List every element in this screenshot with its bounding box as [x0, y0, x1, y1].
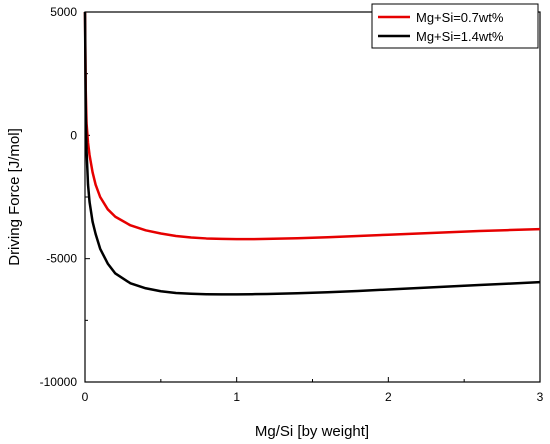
series-line-2: [83, 11, 541, 296]
legend-label: Mg+Si=1.4wt%: [416, 29, 504, 44]
y-tick-label: -10000: [40, 375, 78, 389]
x-tick-label: 1: [233, 390, 240, 404]
axes: [84, 11, 541, 383]
tick-labels: 0 1 2 3 5000 0 -5000 -10000: [40, 5, 544, 404]
legend: Mg+Si=0.7wt% Mg+Si=1.4wt%: [371, 3, 539, 49]
series-line-1: [83, 11, 541, 241]
y-tick-label: -5000: [46, 252, 77, 266]
x-tick-label: 2: [385, 390, 392, 404]
y-tick-label: 0: [70, 128, 77, 142]
legend-box: [371, 3, 539, 49]
y-tick-label: 5000: [50, 5, 77, 19]
x-tick-label: 3: [537, 390, 544, 404]
y-axis-label: Driving Force [J/mol]: [6, 128, 23, 266]
plot-frame: [84, 11, 541, 383]
x-tick-label: 0: [82, 390, 89, 404]
x-axis-label: Mg/Si [by weight]: [255, 423, 369, 440]
legend-label: Mg+Si=0.7wt%: [416, 10, 504, 25]
data-lines: [83, 11, 541, 296]
